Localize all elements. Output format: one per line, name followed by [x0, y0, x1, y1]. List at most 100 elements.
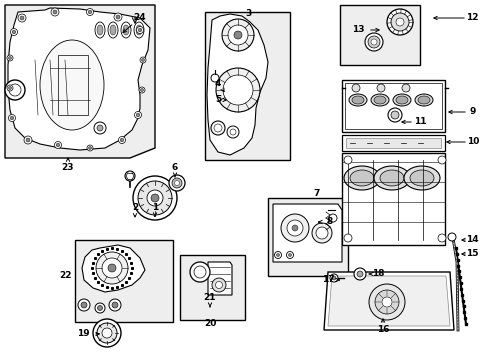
- Circle shape: [286, 220, 303, 236]
- Circle shape: [386, 9, 412, 35]
- Bar: [180, 255, 244, 320]
- Circle shape: [97, 306, 102, 310]
- Circle shape: [437, 234, 445, 242]
- Polygon shape: [272, 204, 341, 262]
- Circle shape: [437, 156, 445, 164]
- Circle shape: [210, 74, 219, 82]
- Circle shape: [174, 180, 179, 185]
- Circle shape: [216, 68, 260, 112]
- Circle shape: [276, 253, 279, 256]
- Text: 7: 7: [313, 189, 320, 198]
- Bar: [341, 135, 444, 151]
- Text: 4: 4: [214, 78, 221, 87]
- Circle shape: [387, 108, 401, 122]
- Circle shape: [78, 299, 90, 311]
- Circle shape: [140, 89, 143, 91]
- Ellipse shape: [395, 96, 407, 104]
- Circle shape: [214, 124, 222, 132]
- Circle shape: [390, 13, 408, 31]
- Circle shape: [10, 116, 14, 120]
- Ellipse shape: [370, 94, 388, 106]
- Circle shape: [315, 227, 327, 239]
- Text: 21: 21: [203, 293, 216, 302]
- Circle shape: [351, 84, 359, 92]
- Circle shape: [5, 80, 25, 100]
- Circle shape: [8, 114, 16, 122]
- Circle shape: [7, 85, 13, 91]
- Circle shape: [54, 141, 61, 148]
- Text: 9: 9: [469, 108, 475, 117]
- Circle shape: [102, 258, 122, 278]
- Text: 22: 22: [59, 270, 71, 279]
- Ellipse shape: [121, 22, 131, 38]
- Ellipse shape: [97, 25, 103, 35]
- Circle shape: [102, 328, 112, 338]
- Circle shape: [94, 122, 106, 134]
- Ellipse shape: [108, 22, 118, 38]
- Ellipse shape: [409, 170, 433, 186]
- Circle shape: [96, 252, 128, 284]
- Text: 11: 11: [413, 117, 426, 126]
- Ellipse shape: [348, 94, 366, 106]
- Circle shape: [140, 57, 146, 63]
- Polygon shape: [207, 262, 231, 295]
- Circle shape: [281, 214, 308, 242]
- Ellipse shape: [134, 22, 143, 38]
- Ellipse shape: [95, 22, 105, 38]
- Text: 17: 17: [321, 275, 334, 284]
- Circle shape: [343, 234, 351, 242]
- Text: 3: 3: [244, 9, 251, 18]
- Ellipse shape: [392, 94, 410, 106]
- Ellipse shape: [343, 166, 379, 190]
- Circle shape: [288, 253, 291, 256]
- Circle shape: [87, 145, 93, 151]
- Circle shape: [210, 121, 224, 135]
- Text: 24: 24: [133, 13, 146, 22]
- Circle shape: [291, 225, 297, 231]
- Circle shape: [151, 194, 159, 202]
- Circle shape: [212, 278, 225, 292]
- Bar: [346, 138, 440, 148]
- Circle shape: [114, 13, 122, 21]
- Ellipse shape: [373, 166, 409, 190]
- Text: 5: 5: [214, 95, 221, 104]
- Circle shape: [112, 302, 118, 308]
- Text: 13: 13: [351, 26, 364, 35]
- Circle shape: [141, 58, 144, 62]
- Circle shape: [331, 276, 335, 280]
- Polygon shape: [82, 245, 145, 292]
- Bar: [341, 153, 444, 245]
- Circle shape: [190, 262, 209, 282]
- Circle shape: [222, 19, 253, 51]
- Circle shape: [56, 143, 60, 147]
- Circle shape: [88, 147, 91, 149]
- Circle shape: [286, 252, 293, 258]
- Polygon shape: [206, 14, 267, 155]
- Circle shape: [353, 268, 365, 280]
- Circle shape: [8, 86, 12, 90]
- Bar: [341, 80, 444, 132]
- Circle shape: [227, 25, 247, 45]
- Ellipse shape: [110, 25, 116, 35]
- Circle shape: [24, 136, 32, 144]
- Polygon shape: [324, 272, 453, 330]
- Ellipse shape: [136, 25, 142, 35]
- Text: 18: 18: [371, 270, 384, 279]
- Circle shape: [401, 84, 409, 92]
- Circle shape: [97, 323, 117, 343]
- Circle shape: [7, 55, 13, 61]
- Text: 14: 14: [465, 235, 477, 244]
- Circle shape: [109, 299, 121, 311]
- Circle shape: [95, 303, 105, 313]
- Circle shape: [147, 190, 163, 206]
- Circle shape: [116, 15, 120, 19]
- Bar: [204, 12, 289, 160]
- Circle shape: [368, 284, 404, 320]
- Circle shape: [138, 181, 172, 215]
- Circle shape: [364, 33, 382, 51]
- Circle shape: [374, 290, 398, 314]
- Circle shape: [20, 16, 24, 20]
- Circle shape: [215, 282, 222, 288]
- Ellipse shape: [349, 170, 373, 186]
- Text: 6: 6: [171, 163, 178, 172]
